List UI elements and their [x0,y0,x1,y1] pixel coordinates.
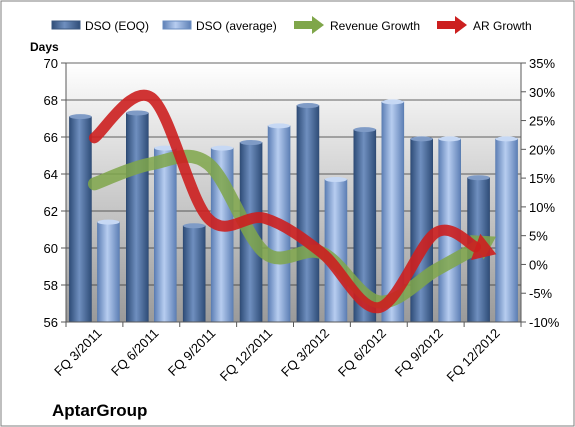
legend-label-dso-eoq: DSO (EOQ) [85,19,149,33]
y2-tick-label: -10% [529,315,560,330]
bar-dso-eoq [69,116,92,323]
y-tick-label: 56 [44,315,58,330]
bar-top-cap [268,123,291,129]
bar-top-cap [296,103,319,109]
y2-tick-label: 25% [529,114,555,129]
y2-tick-label: 15% [529,171,555,186]
y2-tick-label: 35% [529,56,555,71]
bar-top-cap [324,177,347,183]
legend-arrow-ar-growth [437,16,467,34]
y-tick-label: 70 [44,56,58,71]
y-tick-label: 68 [44,93,58,108]
legend-item-ar-growth: AR Growth [437,16,532,34]
growth-lines [87,89,497,314]
bar-top-cap [183,223,206,229]
bar-top-cap [438,136,461,142]
legend-swatch-dso-average [162,20,192,30]
bar-top-cap [410,136,433,142]
bar-top-cap [495,136,518,142]
y2-tick-label: 10% [529,200,555,215]
bar-top-cap [353,127,376,133]
legend: DSO (EOQ) DSO (average) Revenue Growth A… [51,16,532,34]
y-tick-label: 60 [44,241,58,256]
y-tick-label: 64 [44,167,58,182]
company-name: AptarGroup [52,401,147,420]
legend-label-dso-average: DSO (average) [196,19,277,33]
bar-dso-average [495,138,518,323]
arrowhead-ar-growth [470,233,497,261]
y2-tick-label: 5% [529,229,548,244]
y2-tick-label: 20% [529,142,555,157]
y-tick-label: 66 [44,130,58,145]
y-tick-labels-left: 56 58 60 62 64 66 68 70 [44,56,66,330]
legend-item-dso-eoq: DSO (EOQ) [51,19,149,33]
bar-top-cap [381,99,404,105]
bar-top-cap [69,114,92,120]
line-revenue-growth [87,149,484,309]
y2-tick-label: 30% [529,85,555,100]
legend-label-ar-growth: AR Growth [473,19,532,33]
bar-dso-eoq [182,225,206,323]
bar-dso-average [97,221,120,323]
y2-tick-label: 0% [529,257,548,272]
bar-dso-eoq [296,105,320,323]
line-ar-growth [88,89,482,314]
y-tick-labels-right: -10% -5% 0% 5% 10% 15% 20% 25% 30% 35% [521,56,560,330]
legend-swatch-dso-eoq [51,20,81,30]
bar-top-cap [211,145,234,151]
bar-dso-eoq [410,138,433,323]
bar-dso-eoq [126,112,149,323]
bar-top-cap [97,219,120,225]
bar-top-cap [126,110,149,116]
legend-item-revenue-growth: Revenue Growth [294,16,420,34]
bar-top-cap [467,175,490,181]
y2-tick-label: -5% [529,286,553,301]
y-axis-title: Days [30,40,59,54]
legend-arrow-revenue-growth [294,16,324,34]
legend-label-revenue-growth: Revenue Growth [330,19,420,33]
legend-item-dso-average: DSO (average) [162,19,277,33]
bar-top-cap [240,140,263,146]
y-tick-label: 62 [44,204,58,219]
y-tick-label: 58 [44,278,58,293]
bar-dso-average [154,147,177,323]
